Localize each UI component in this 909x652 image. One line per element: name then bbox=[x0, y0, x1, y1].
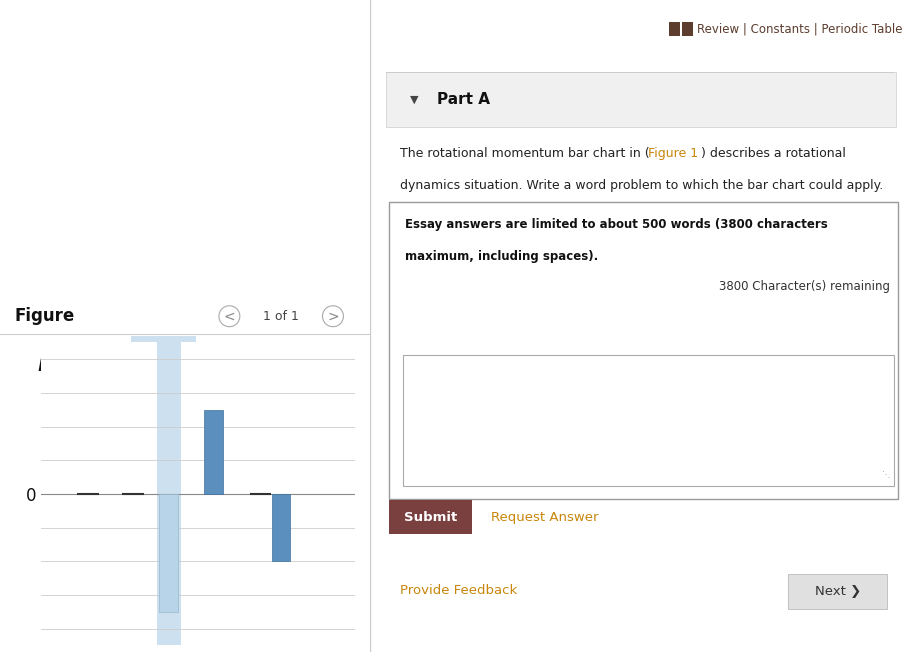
Text: $L_{1\mathrm{i}}$: $L_{1\mathrm{i}}$ bbox=[37, 353, 63, 377]
Text: $L_{1\mathrm{f}}$: $L_{1\mathrm{f}}$ bbox=[214, 353, 242, 377]
Bar bbox=[272, 494, 291, 561]
Text: $+$: $+$ bbox=[246, 355, 263, 375]
Bar bbox=[669, 22, 680, 36]
FancyBboxPatch shape bbox=[389, 500, 472, 534]
Text: >: > bbox=[327, 309, 339, 323]
Text: The rotational momentum bar chart in (: The rotational momentum bar chart in ( bbox=[400, 147, 649, 160]
Text: ▼: ▼ bbox=[410, 95, 419, 104]
Text: Review | Constants | Periodic Table: Review | Constants | Periodic Table bbox=[697, 22, 903, 35]
FancyBboxPatch shape bbox=[404, 355, 894, 486]
Text: Figure 1: Figure 1 bbox=[648, 147, 698, 160]
Text: Essay answers are limited to about 500 words (3800 characters: Essay answers are limited to about 500 w… bbox=[405, 218, 828, 231]
Text: 3800 Character(s) remaining: 3800 Character(s) remaining bbox=[719, 280, 890, 293]
FancyBboxPatch shape bbox=[131, 336, 196, 394]
Text: Next ❯: Next ❯ bbox=[814, 585, 861, 598]
Text: $\Sigma\tau\Delta t$: $\Sigma\tau\Delta t$ bbox=[135, 355, 186, 375]
Text: Submit: Submit bbox=[405, 511, 457, 524]
Text: dynamics situation. Write a word problem to which the bar chart could apply.: dynamics situation. Write a word problem… bbox=[400, 179, 883, 192]
FancyBboxPatch shape bbox=[386, 72, 895, 127]
Text: ⋱: ⋱ bbox=[882, 469, 890, 479]
Bar bbox=[682, 22, 693, 36]
Text: $L_{2\mathrm{f}}$: $L_{2\mathrm{f}}$ bbox=[263, 353, 291, 377]
Text: 1 of 1: 1 of 1 bbox=[264, 310, 299, 323]
Text: $=$: $=$ bbox=[198, 355, 218, 375]
Text: Request Answer: Request Answer bbox=[491, 511, 599, 524]
FancyBboxPatch shape bbox=[788, 574, 887, 609]
Bar bbox=[157, 342, 181, 645]
Text: <: < bbox=[224, 309, 235, 323]
Text: Figure: Figure bbox=[15, 307, 75, 325]
Bar bbox=[205, 409, 224, 494]
Text: Provide Feedback: Provide Feedback bbox=[400, 584, 517, 597]
Text: $L_{2\mathrm{i}}$: $L_{2\mathrm{i}}$ bbox=[91, 353, 116, 377]
Text: $+$: $+$ bbox=[122, 355, 138, 375]
FancyBboxPatch shape bbox=[389, 202, 898, 499]
Text: maximum, including spaces).: maximum, including spaces). bbox=[405, 250, 598, 263]
Text: ) describes a rotational: ) describes a rotational bbox=[701, 147, 845, 160]
Bar bbox=[159, 494, 177, 612]
Text: Part A: Part A bbox=[437, 92, 490, 107]
Text: $+$: $+$ bbox=[72, 355, 88, 375]
